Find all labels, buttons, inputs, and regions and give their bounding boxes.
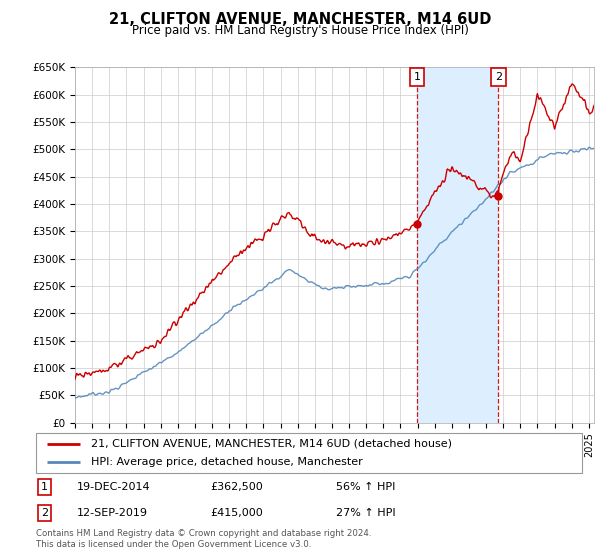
Text: HPI: Average price, detached house, Manchester: HPI: Average price, detached house, Manc… <box>91 458 362 467</box>
Text: 21, CLIFTON AVENUE, MANCHESTER, M14 6UD (detached house): 21, CLIFTON AVENUE, MANCHESTER, M14 6UD … <box>91 439 452 449</box>
Text: 21, CLIFTON AVENUE, MANCHESTER, M14 6UD: 21, CLIFTON AVENUE, MANCHESTER, M14 6UD <box>109 12 491 27</box>
Text: 27% ↑ HPI: 27% ↑ HPI <box>337 508 396 518</box>
FancyBboxPatch shape <box>36 433 582 473</box>
Text: £415,000: £415,000 <box>211 508 263 518</box>
Text: Price paid vs. HM Land Registry's House Price Index (HPI): Price paid vs. HM Land Registry's House … <box>131 24 469 37</box>
Text: 19-DEC-2014: 19-DEC-2014 <box>77 482 151 492</box>
Bar <box>417 67 498 423</box>
Text: 1: 1 <box>413 72 421 82</box>
Text: 2: 2 <box>41 508 48 518</box>
Text: 2: 2 <box>494 72 502 82</box>
Text: 56% ↑ HPI: 56% ↑ HPI <box>337 482 395 492</box>
Text: 12-SEP-2019: 12-SEP-2019 <box>77 508 148 518</box>
Text: 1: 1 <box>41 482 47 492</box>
Text: Contains HM Land Registry data © Crown copyright and database right 2024.
This d: Contains HM Land Registry data © Crown c… <box>36 529 371 549</box>
Text: £362,500: £362,500 <box>211 482 263 492</box>
